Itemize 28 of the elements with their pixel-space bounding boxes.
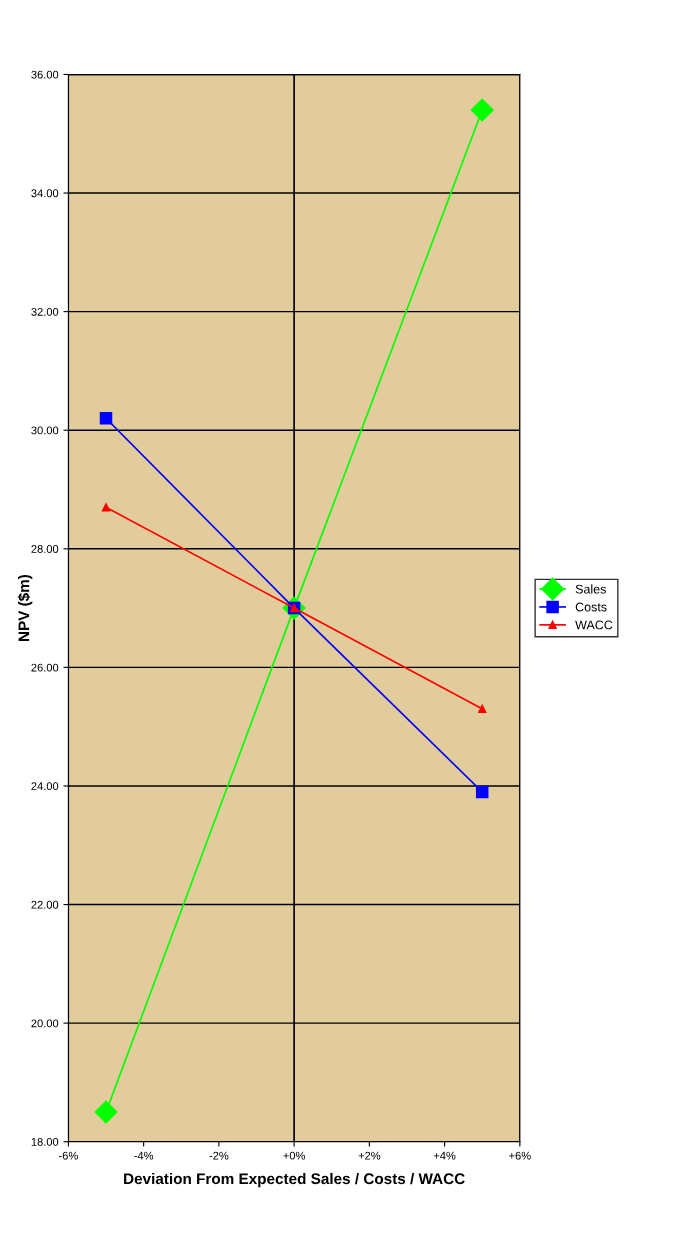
y-tick-label: 18.00 <box>31 1137 59 1146</box>
legend-label: WACC <box>575 620 613 630</box>
y-tick-label: 32.00 <box>31 307 59 316</box>
y-tick-label: 22.00 <box>31 900 59 909</box>
y-axis-title: NPV ($m) <box>17 574 33 642</box>
x-tick-label: +2% <box>358 1151 381 1160</box>
x-tick-label: +6% <box>509 1151 531 1160</box>
y-tick-label: 30.00 <box>31 426 59 435</box>
y-tick-label: 28.00 <box>31 545 59 553</box>
x-tick-label: -4% <box>134 1151 154 1160</box>
x-axis-title: Deviation From Expected Sales / Costs / WACC <box>124 1172 465 1188</box>
point <box>94 1100 118 1124</box>
point <box>475 785 489 799</box>
point <box>99 412 113 425</box>
x-tick-label: +4% <box>433 1151 456 1160</box>
point <box>478 704 487 714</box>
point <box>101 503 111 512</box>
legend-label: Costs <box>575 602 607 612</box>
x-tick-label: -6% <box>59 1151 78 1160</box>
y-tick-label: 36.00 <box>31 70 59 79</box>
x-tick-label: +0% <box>283 1151 305 1160</box>
y-tick-label: 26.00 <box>31 663 59 672</box>
x-tick-label: -2% <box>209 1151 229 1160</box>
legend-label: Sales <box>575 584 606 594</box>
point <box>470 98 494 122</box>
y-tick-label: 24.00 <box>31 782 59 791</box>
y-tick-label: 34.00 <box>31 189 59 198</box>
y-tick-label: 20.00 <box>31 1019 59 1028</box>
